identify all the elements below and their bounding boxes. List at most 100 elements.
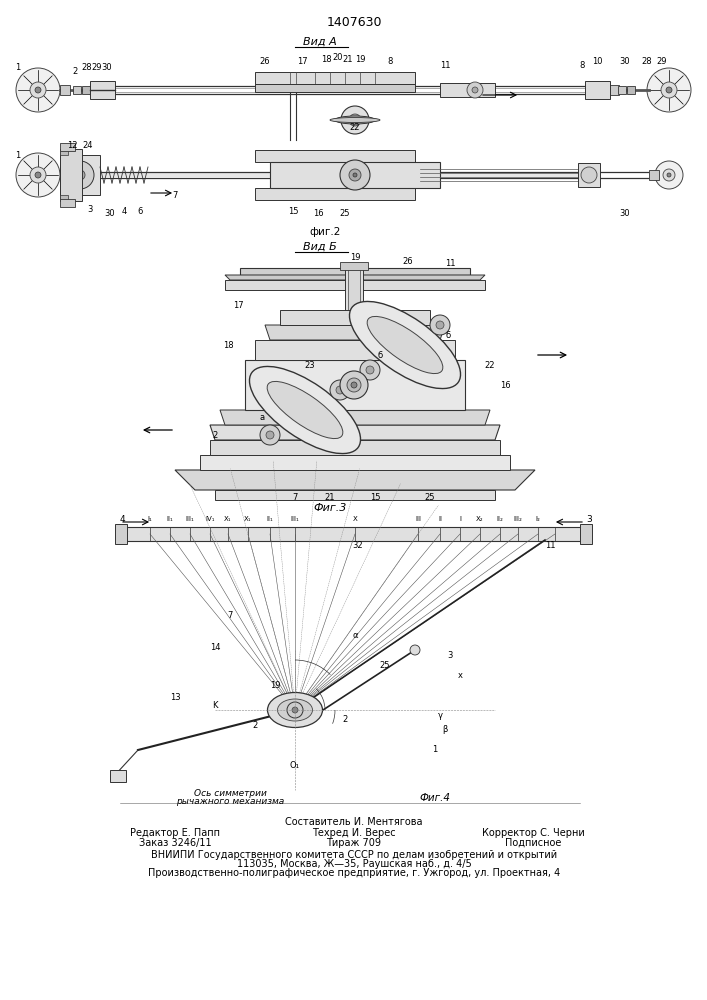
Circle shape <box>35 87 41 93</box>
Bar <box>60 199 75 207</box>
Text: Техред И. Верес: Техред И. Верес <box>312 828 396 838</box>
Polygon shape <box>265 325 445 340</box>
Polygon shape <box>215 490 495 500</box>
Text: б: б <box>445 330 450 340</box>
Text: III₁: III₁ <box>291 516 299 522</box>
Text: I₁: I₁ <box>148 516 153 522</box>
Circle shape <box>16 153 60 197</box>
Circle shape <box>75 170 85 180</box>
Text: 19: 19 <box>270 680 280 690</box>
Text: 4: 4 <box>119 514 125 524</box>
Circle shape <box>360 360 380 380</box>
Text: 20: 20 <box>333 53 344 62</box>
Circle shape <box>667 173 671 177</box>
Text: 23: 23 <box>305 360 315 369</box>
Bar <box>345 265 363 440</box>
Text: 30: 30 <box>102 62 112 72</box>
Text: 11: 11 <box>445 259 455 268</box>
Text: 15: 15 <box>370 493 380 502</box>
Text: 17: 17 <box>233 300 243 310</box>
Text: Составитель И. Ментягова: Составитель И. Ментягова <box>285 817 423 827</box>
Text: III₂: III₂ <box>513 516 522 522</box>
Text: III₁: III₁ <box>186 516 194 522</box>
Text: 11: 11 <box>545 540 555 550</box>
Polygon shape <box>280 310 430 325</box>
Text: 18: 18 <box>321 54 332 64</box>
Text: 7: 7 <box>228 610 233 619</box>
Text: III: III <box>415 516 421 522</box>
Text: 16: 16 <box>500 380 510 389</box>
Circle shape <box>16 68 60 112</box>
Text: 19: 19 <box>350 252 361 261</box>
Bar <box>618 86 626 94</box>
Bar <box>60 143 75 151</box>
Bar <box>73 86 81 94</box>
Circle shape <box>349 114 361 126</box>
Ellipse shape <box>335 116 375 124</box>
Circle shape <box>341 106 369 134</box>
Text: Фиг.3: Фиг.3 <box>313 503 346 513</box>
Bar <box>255 84 415 92</box>
Text: б: б <box>378 351 382 360</box>
Text: 6: 6 <box>137 208 143 217</box>
Text: 113035, Москва, Ж—35, Раушская наб., д. 4/5: 113035, Москва, Ж—35, Раушская наб., д. … <box>237 859 472 869</box>
Circle shape <box>366 366 374 374</box>
Text: 17: 17 <box>297 57 308 66</box>
Circle shape <box>581 167 597 183</box>
Text: 8: 8 <box>579 60 585 70</box>
Polygon shape <box>225 275 485 280</box>
Text: 21: 21 <box>325 493 335 502</box>
Text: Редактор Е. Папп: Редактор Е. Папп <box>130 828 220 838</box>
Bar <box>255 188 415 200</box>
Circle shape <box>340 371 368 399</box>
Text: 26: 26 <box>259 57 270 66</box>
Text: 15: 15 <box>288 208 298 217</box>
Text: 25: 25 <box>380 660 390 670</box>
Circle shape <box>467 82 483 98</box>
Circle shape <box>655 161 683 189</box>
Text: 3: 3 <box>586 514 592 524</box>
Text: II₂: II₂ <box>496 516 503 522</box>
Text: 16: 16 <box>312 209 323 218</box>
Circle shape <box>472 87 478 93</box>
Ellipse shape <box>349 301 460 389</box>
Bar <box>60 195 68 199</box>
Text: 28: 28 <box>82 64 93 73</box>
Text: I₂: I₂ <box>536 516 540 522</box>
Circle shape <box>336 386 344 394</box>
Circle shape <box>430 315 450 335</box>
Text: 30: 30 <box>105 209 115 218</box>
Circle shape <box>330 380 350 400</box>
Text: 30: 30 <box>620 209 631 218</box>
Text: Фиг.4: Фиг.4 <box>419 793 450 803</box>
Bar <box>60 85 70 95</box>
Bar <box>82 86 90 94</box>
Text: X₁: X₁ <box>244 516 252 522</box>
Text: 1: 1 <box>16 150 21 159</box>
Bar <box>627 86 635 94</box>
Ellipse shape <box>267 381 343 439</box>
Polygon shape <box>210 425 500 440</box>
Text: а: а <box>259 414 264 422</box>
Text: 7: 7 <box>292 493 298 502</box>
Circle shape <box>353 173 357 177</box>
Text: Корректор С. Черни: Корректор С. Черни <box>481 828 585 838</box>
Text: α: α <box>352 631 358 640</box>
Text: 2: 2 <box>342 716 348 724</box>
Polygon shape <box>210 440 500 455</box>
Circle shape <box>287 702 303 718</box>
Text: Производственно-полиграфическое предприятие, г. Ужгород, ул. Проектная, 4: Производственно-полиграфическое предприя… <box>148 868 560 878</box>
Bar <box>609 85 619 95</box>
Text: 30: 30 <box>620 56 631 66</box>
Circle shape <box>266 431 274 439</box>
Text: 1: 1 <box>433 746 438 754</box>
Text: X₂: X₂ <box>477 516 484 522</box>
Bar <box>578 163 600 187</box>
Text: 25: 25 <box>425 493 436 502</box>
Text: Вид Б: Вид Б <box>303 242 337 252</box>
Circle shape <box>66 161 94 189</box>
Text: 18: 18 <box>223 340 233 350</box>
Polygon shape <box>240 268 470 275</box>
Text: 2: 2 <box>212 430 218 440</box>
Circle shape <box>661 82 677 98</box>
